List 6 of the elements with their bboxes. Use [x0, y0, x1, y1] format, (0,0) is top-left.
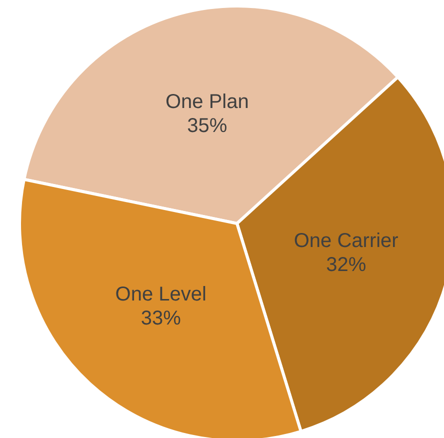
slice-label: One Level: [115, 284, 206, 306]
data-label: 35%: [187, 114, 228, 137]
data-label: 32%: [326, 254, 366, 276]
slice-label: One Carrier: [294, 230, 399, 252]
slice-label: One Plan: [165, 90, 249, 113]
data-label: 33%: [140, 308, 182, 330]
